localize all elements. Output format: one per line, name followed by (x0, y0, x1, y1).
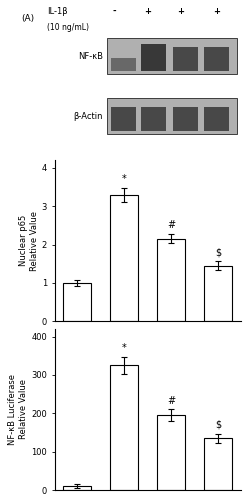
Text: +: + (178, 7, 185, 16)
Text: -: - (98, 370, 102, 378)
Bar (157, 239, 185, 321)
Text: 100 μM: 100 μM (193, 350, 224, 359)
Text: #: # (167, 220, 175, 230)
Text: +: + (144, 7, 151, 16)
Text: 50: 50 (166, 350, 178, 359)
FancyBboxPatch shape (141, 44, 166, 72)
FancyBboxPatch shape (204, 47, 229, 72)
Text: +: + (213, 7, 220, 16)
Text: #: # (167, 396, 175, 406)
Text: β-Actin: β-Actin (73, 112, 103, 120)
Text: *: * (122, 343, 126, 353)
Bar (204, 438, 232, 490)
Text: +: + (205, 370, 213, 378)
Text: $: $ (215, 247, 221, 257)
FancyBboxPatch shape (141, 107, 166, 131)
Y-axis label: Nuclear p65
Relative Value: Nuclear p65 Relative Value (19, 210, 39, 270)
Text: 0: 0 (133, 350, 138, 359)
FancyBboxPatch shape (173, 47, 198, 72)
Text: (10 ng/mL): (10 ng/mL) (47, 23, 89, 32)
Text: +: + (168, 370, 175, 378)
Bar (110, 366, 138, 490)
FancyBboxPatch shape (107, 38, 237, 74)
Bar (63, 283, 91, 321)
Bar (157, 415, 185, 490)
Text: (A): (A) (21, 14, 34, 24)
Text: $: $ (215, 420, 221, 430)
Text: *: * (122, 174, 126, 184)
Bar (110, 194, 138, 321)
Text: -: - (112, 7, 116, 16)
Bar (63, 486, 91, 490)
Text: 0: 0 (97, 350, 103, 359)
FancyBboxPatch shape (173, 107, 198, 131)
Text: NF-κB: NF-κB (78, 52, 103, 61)
Y-axis label: NF-κB Luciferase
Relative Value: NF-κB Luciferase Relative Value (8, 374, 28, 445)
Text: IL-1β: IL-1β (47, 7, 68, 16)
FancyBboxPatch shape (107, 98, 237, 134)
Bar (204, 266, 232, 321)
FancyBboxPatch shape (111, 107, 136, 131)
FancyBboxPatch shape (204, 107, 229, 131)
FancyBboxPatch shape (111, 58, 136, 71)
Text: +: + (132, 370, 139, 378)
